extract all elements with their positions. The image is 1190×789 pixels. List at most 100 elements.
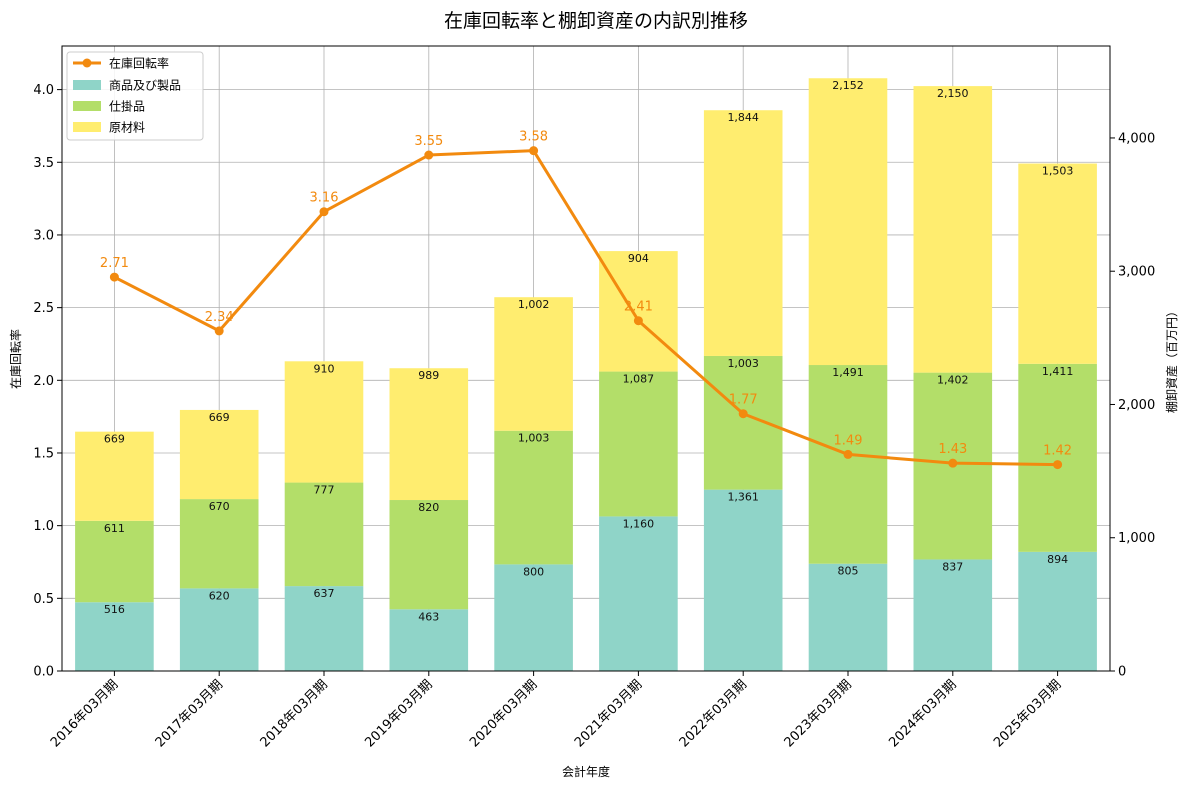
turnover-point [424,150,434,160]
bar-value-label: 1,361 [727,491,759,504]
turnover-point [633,316,643,326]
turnover-point [109,272,119,282]
bar-value-label: 1,844 [727,111,759,124]
bar-segment [389,368,469,501]
right-tick-label: 0 [1118,665,1126,680]
bar-segment [179,499,259,589]
left-tick-label: 4.0 [33,83,54,98]
bar-segment [1018,163,1097,364]
legend-swatch [73,122,101,132]
turnover-value-label: 1.43 [938,442,967,457]
bar-segment [75,431,154,521]
bar-value-label: 894 [1047,553,1068,566]
right-tick-label: 3,000 [1118,265,1155,280]
legend-line-marker [82,58,92,68]
bar-segment [75,520,154,603]
left-tick-label: 0.5 [33,592,54,607]
turnover-value-label: 2.71 [100,256,129,271]
bar-segment [703,110,783,356]
bar-segment [75,602,154,671]
bar-value-label: 637 [314,587,335,600]
left-tick-label: 2.5 [33,301,54,316]
turnover-point [214,326,224,336]
bar-segment [913,86,993,373]
legend-label: 在庫回転率 [109,56,169,71]
x-tick-label: 2021年03月期 [572,677,645,750]
x-axis-title: 会計年度 [562,764,610,779]
bar-value-label: 463 [418,610,439,623]
turnover-point [843,449,853,459]
bar-segment [808,563,888,671]
chart-title: 在庫回転率と棚卸資産の内訳別推移 [444,10,748,32]
bar-segment [1018,363,1097,552]
bar-segment [703,355,783,490]
bar-segment [179,588,259,671]
turnover-value-label: 2.34 [205,310,234,325]
right-tick-label: 2,000 [1118,398,1155,413]
left-tick-label: 3.5 [33,156,54,171]
bar-value-label: 1,160 [623,517,655,530]
legend-label: 原材料 [109,121,145,135]
turnover-line-path [113,149,1058,467]
legend-label: 商品及び製品 [109,78,181,93]
plot-frame [61,45,1111,672]
bar-value-label: 989 [418,369,439,382]
bar-segment [494,297,573,431]
bar-value-label: 669 [209,411,230,424]
right-axis-title: 棚卸資産（百万円） [1164,305,1179,413]
left-axis-title: 在庫回転率 [8,329,23,389]
bar-value-label: 805 [838,565,859,578]
turnover-value-label: 3.55 [414,134,443,149]
turnover-value-label: 1.49 [834,433,863,448]
bar-value-label: 837 [942,560,963,573]
left-tick-label: 1.5 [33,446,54,461]
bar-value-label: 777 [314,484,335,497]
turnover-point [529,146,539,156]
turnover-value-label: 1.42 [1043,444,1072,459]
bar-segment [494,430,573,565]
turnover-point [948,458,958,468]
bar-value-label: 1,087 [623,373,655,386]
bar-segment [284,361,364,483]
bar-value-label: 2,152 [832,79,864,92]
turnover-value-label: 1.77 [729,393,758,408]
turnover-value-label: 2.41 [624,300,653,315]
x-tick-label: 2024年03月期 [886,677,959,750]
turnover-value-label: 3.58 [519,130,548,145]
x-tick-label: 2020年03月期 [467,677,540,750]
bar-value-label: 820 [418,501,439,514]
bar-segment [599,251,678,372]
bar-segment [389,609,469,671]
bar-segment [389,500,469,610]
bar-value-label: 1,411 [1042,365,1074,378]
x-tick-label: 2025年03月期 [991,677,1064,750]
bar-value-label: 1,402 [937,374,969,387]
turnover-value-label: 3.16 [310,191,339,206]
x-tick-label: 2022年03月期 [677,677,750,750]
bar-value-label: 516 [104,603,125,616]
bar-value-label: 1,002 [518,298,550,311]
left-tick-label: 0.0 [33,665,54,680]
bar-value-label: 669 [104,433,125,446]
bar-value-label: 2,150 [937,87,969,100]
legend-swatch [73,101,101,111]
bar-value-label: 910 [314,362,335,375]
bar-value-label: 1,003 [727,357,759,370]
bar-segment [284,482,364,587]
bar-segment [808,78,888,366]
x-tick-label: 2019年03月期 [362,677,435,750]
bar-value-label: 1,503 [1042,165,1074,178]
bar-segment [1018,551,1097,671]
bar-value-label: 1,003 [518,432,550,445]
left-tick-label: 3.0 [33,228,54,243]
bar-segment [284,586,364,671]
bar-segment [913,559,993,671]
left-tick-label: 2.0 [33,374,54,389]
bar-segment [599,516,678,671]
bar-value-label: 904 [628,252,649,265]
bar-segment [599,371,678,517]
legend-label: 仕掛品 [109,99,145,114]
legend-swatch [73,80,101,90]
